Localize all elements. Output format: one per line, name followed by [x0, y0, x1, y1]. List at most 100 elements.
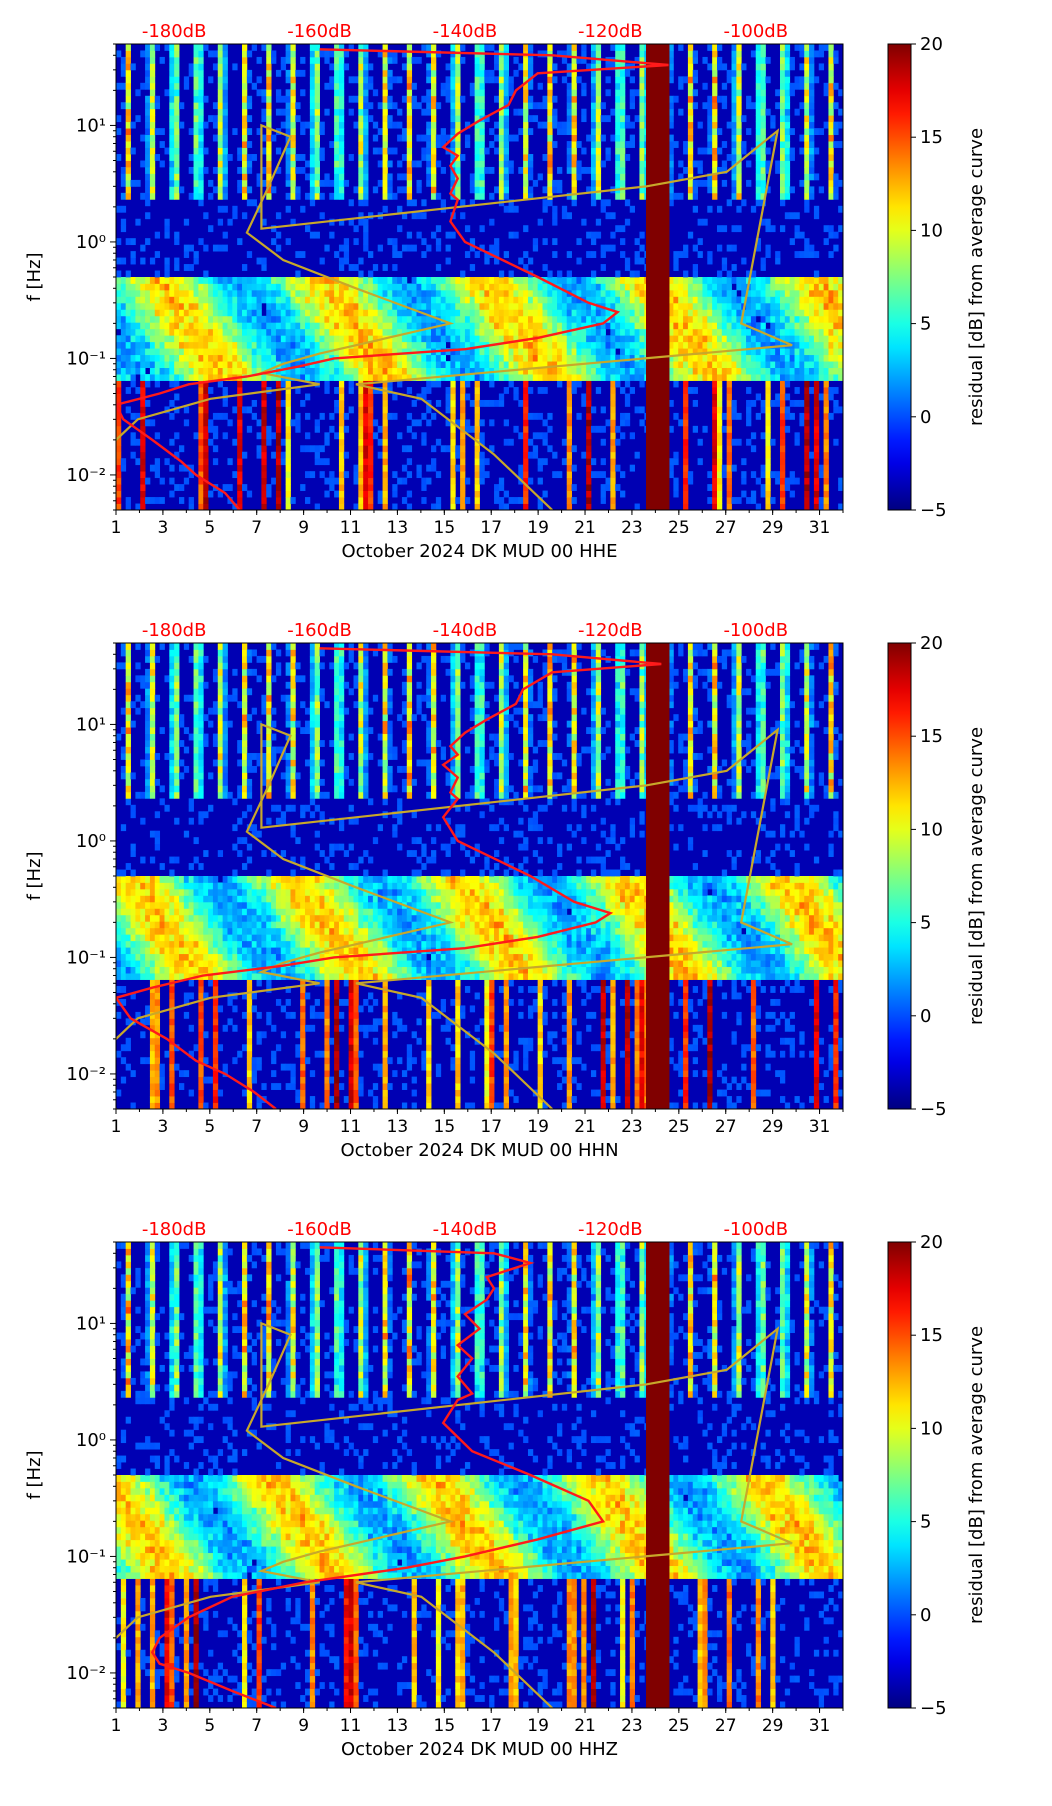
- x-tick-label: 21: [574, 1117, 596, 1137]
- x-tick-label: 1: [111, 1117, 122, 1137]
- db-scale-label: -160dB: [287, 1219, 352, 1240]
- yellow-curve: [116, 123, 793, 510]
- heatmap: [116, 44, 843, 510]
- x-tick-label: 19: [527, 518, 549, 538]
- colorbar: [887, 1241, 912, 1709]
- x-tick-label: 17: [480, 1716, 502, 1736]
- db-scale-label: -180dB: [142, 1219, 207, 1240]
- x-tick-label: 31: [809, 518, 831, 538]
- red-curve: [116, 48, 669, 510]
- db-scale-label: -100dB: [723, 1219, 788, 1240]
- red-curve: [150, 1246, 606, 1708]
- x-tick-label: 19: [527, 1117, 549, 1137]
- yellow-curve: [116, 1321, 793, 1708]
- x-tick-label: 11: [340, 518, 362, 538]
- x-tick-label: 23: [621, 1117, 643, 1137]
- data-gap-band: [646, 1242, 670, 1708]
- y-tick-label: 10⁰: [76, 232, 106, 253]
- y-tick-label: 10⁻²: [66, 1064, 106, 1085]
- x-tick-label: 27: [715, 518, 737, 538]
- x-tick-label: 15: [434, 518, 456, 538]
- x-tick-label: 3: [157, 518, 168, 538]
- x-tick-label: 9: [298, 1716, 309, 1736]
- colorbar-tick-label: −5: [920, 1099, 947, 1120]
- y-axis-label: f [Hz]: [24, 851, 45, 900]
- x-tick-label: 29: [762, 518, 784, 538]
- x-tick-label: 1: [111, 1716, 122, 1736]
- colorbar-tick-label: 10: [920, 1418, 943, 1439]
- db-scale-label: -140dB: [433, 1219, 498, 1240]
- x-tick-label: 15: [434, 1117, 456, 1137]
- x-tick-label: 21: [574, 1716, 596, 1736]
- colorbar-tick-label: 0: [920, 1006, 931, 1027]
- y-tick-label: 10⁻²: [66, 465, 106, 486]
- y-tick-label: 10⁻¹: [66, 947, 106, 968]
- x-tick-label: 11: [340, 1117, 362, 1137]
- colorbar-tick-label: 10: [920, 819, 943, 840]
- x-tick-label: 23: [621, 518, 643, 538]
- x-tick-label: 27: [715, 1716, 737, 1736]
- x-tick-label: 19: [527, 1716, 549, 1736]
- colorbar-tick-label: 15: [920, 127, 943, 148]
- colorbar-tick-label: −5: [920, 1698, 947, 1719]
- x-axis-label: October 2024 DK MUD 00 HHN: [340, 1140, 618, 1161]
- db-scale-label: -120dB: [578, 620, 643, 641]
- x-tick-label: 3: [157, 1716, 168, 1736]
- x-tick-label: 31: [809, 1716, 831, 1736]
- colorbar-label: residual [dB] from average curve: [966, 1326, 987, 1624]
- x-tick-label: 1: [111, 518, 122, 538]
- data-gap-band: [646, 44, 670, 510]
- y-tick-label: 10¹: [76, 1313, 106, 1334]
- x-axis-label: October 2024 DK MUD 00 HHE: [341, 541, 617, 562]
- x-tick-label: 27: [715, 1117, 737, 1137]
- x-tick-label: 7: [251, 1716, 262, 1736]
- x-tick-label: 31: [809, 1117, 831, 1137]
- db-scale-label: -120dB: [578, 21, 643, 42]
- x-tick-label: 3: [157, 1117, 168, 1137]
- y-tick-label: 10⁻¹: [66, 1546, 106, 1567]
- colorbar-tick-label: 0: [920, 407, 931, 428]
- colorbar-tick-label: 15: [920, 726, 943, 747]
- x-tick-label: 5: [204, 518, 215, 538]
- y-tick-label: 10¹: [76, 115, 106, 136]
- db-scale-label: -100dB: [723, 620, 788, 641]
- x-axis-label: October 2024 DK MUD 00 HHZ: [341, 1739, 618, 1760]
- colorbar-tick-label: 10: [920, 220, 943, 241]
- x-tick-label: 17: [480, 1117, 502, 1137]
- panel-hhz: 1 3 5 7 9 11 13 15 17 19 21 23 25 27 29 3110⁻²10⁻¹10⁰10…: [24, 1219, 987, 1760]
- colorbar-tick-label: −5: [920, 500, 947, 521]
- x-tick-label: 25: [668, 1716, 690, 1736]
- data-gap-band: [646, 643, 670, 1109]
- x-tick-label: 13: [387, 1716, 409, 1736]
- x-tick-label: 29: [762, 1716, 784, 1736]
- x-tick-label: 23: [621, 1716, 643, 1736]
- db-scale-label: -180dB: [142, 21, 207, 42]
- colorbar-tick-label: 5: [920, 1512, 931, 1533]
- colorbar-tick-label: 20: [920, 633, 943, 654]
- x-tick-label: 25: [668, 518, 690, 538]
- y-tick-label: 10⁻¹: [66, 348, 106, 369]
- colorbar-tick-label: 0: [920, 1605, 931, 1626]
- y-tick-label: 10⁰: [76, 831, 106, 852]
- colorbar-tick-label: 20: [920, 34, 943, 55]
- yellow-curve: [116, 722, 793, 1109]
- panel-hhe: 1 3 5 7 9 11 13 15 17 19 21 23 25 27 29 3110⁻²10⁻¹10⁰10…: [24, 21, 987, 562]
- db-scale-label: -160dB: [287, 21, 352, 42]
- x-tick-label: 15: [434, 1716, 456, 1736]
- x-tick-label: 9: [298, 518, 309, 538]
- panel-hhn: 1 3 5 7 9 11 13 15 17 19 21 23 25 27 29 3110⁻²10⁻¹10⁰10…: [24, 620, 987, 1161]
- db-scale-label: -180dB: [142, 620, 207, 641]
- x-tick-label: 13: [387, 1117, 409, 1137]
- colorbar-tick-label: 5: [920, 314, 931, 335]
- db-scale-label: -160dB: [287, 620, 352, 641]
- x-tick-label: 21: [574, 518, 596, 538]
- db-scale-label: -120dB: [578, 1219, 643, 1240]
- x-tick-label: 5: [204, 1716, 215, 1736]
- x-tick-label: 7: [251, 1117, 262, 1137]
- colorbar-tick-label: 5: [920, 913, 931, 934]
- colorbar: [887, 642, 912, 1110]
- colorbar-tick-label: 20: [920, 1232, 943, 1253]
- x-tick-label: 7: [251, 518, 262, 538]
- y-axis-label: f [Hz]: [24, 252, 45, 301]
